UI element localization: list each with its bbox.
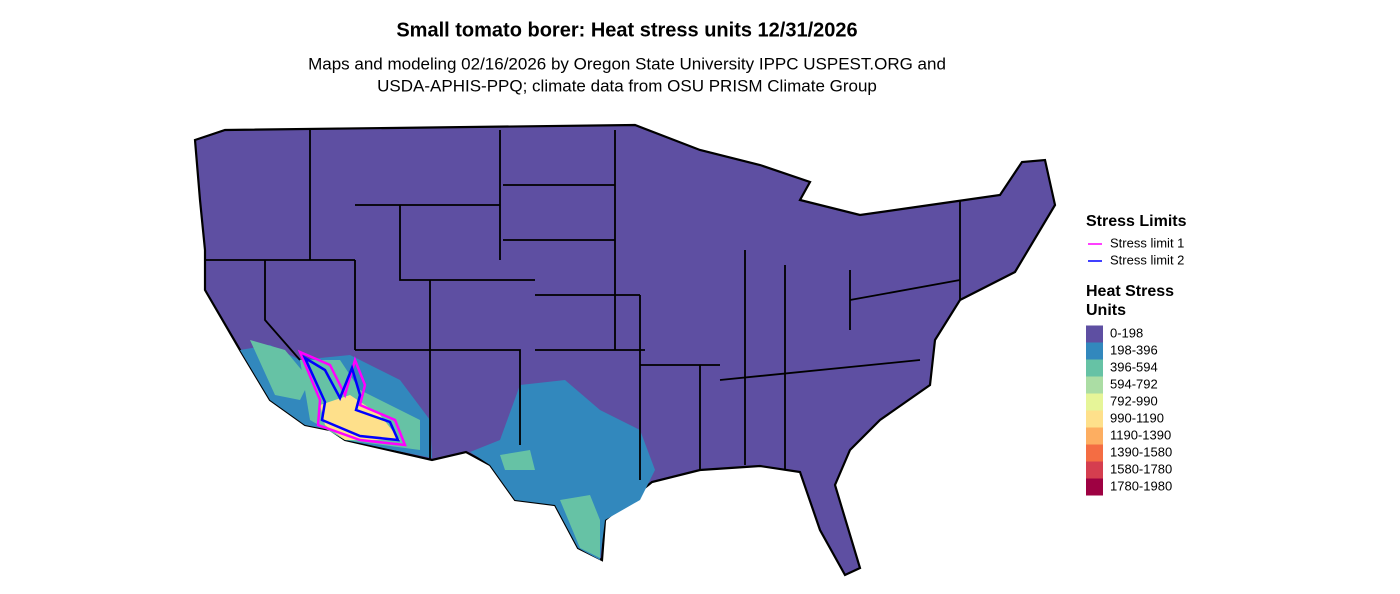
legend-label: 1190-1390 xyxy=(1110,427,1171,442)
texas-warm-zone xyxy=(470,380,655,560)
legend-label: Stress limit 2 xyxy=(1110,252,1184,267)
legend-swatch xyxy=(1086,461,1103,479)
legend-label: 396-594 xyxy=(1110,359,1158,374)
legend-swatch xyxy=(1086,376,1103,394)
legend-swatch xyxy=(1086,342,1103,360)
legend-swatch xyxy=(1086,444,1103,462)
subtitle: Maps and modeling 02/16/2026 by Oregon S… xyxy=(308,54,946,73)
legend-swatch xyxy=(1086,325,1103,343)
state-borders xyxy=(205,130,961,480)
legend-title: Units xyxy=(1086,302,1126,319)
texas-hot-zone xyxy=(500,450,600,558)
legend-label: 1390-1580 xyxy=(1110,444,1172,459)
subtitle: USDA-APHIS-PPQ; climate data from OSU PR… xyxy=(377,76,877,95)
legend-swatch xyxy=(1086,359,1103,377)
legend-label: Stress limit 1 xyxy=(1110,235,1184,250)
legend-title: Stress Limits xyxy=(1086,213,1187,230)
legend-swatch xyxy=(1086,410,1103,428)
legend-label: 198-396 xyxy=(1110,342,1158,357)
legend-label: 594-792 xyxy=(1110,376,1158,391)
legend-title: Heat Stress xyxy=(1086,283,1174,300)
map-title: Small tomato borer: Heat stress units 12… xyxy=(396,19,857,41)
legend-swatch xyxy=(1086,393,1103,411)
legend-label: 1780-1980 xyxy=(1110,478,1172,493)
legend-swatch xyxy=(1086,427,1103,445)
legend-swatch xyxy=(1086,478,1103,496)
legend-label: 990-1190 xyxy=(1110,410,1164,425)
legend: Stress Limits Heat Stress Units Stress l… xyxy=(1086,213,1187,496)
stress-limit-2-contour xyxy=(302,354,401,442)
legend-label: 0-198 xyxy=(1110,325,1143,340)
legend-label: 792-990 xyxy=(1110,393,1158,408)
us-map xyxy=(193,123,1057,577)
legend-label: 1580-1780 xyxy=(1110,461,1172,476)
